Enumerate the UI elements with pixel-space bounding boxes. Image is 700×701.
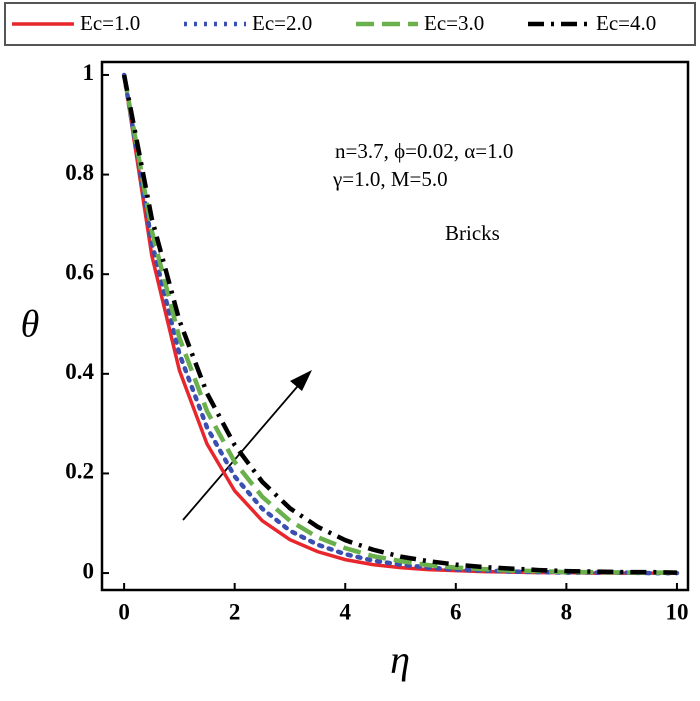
- arrow-head: [290, 370, 312, 391]
- legend-label: Ec=4.0: [596, 11, 656, 35]
- x-tick-label: 6: [450, 599, 462, 624]
- y-tick-label: 1: [83, 60, 95, 85]
- annotation: n=3.7, ϕ=0.02, α=1.0: [335, 139, 513, 163]
- annotation: γ=1.0, M=5.0: [332, 167, 448, 191]
- y-tick-label: 0.8: [65, 160, 94, 185]
- x-tick-label: 0: [118, 599, 130, 624]
- y-tick-label: 0.6: [65, 259, 94, 284]
- legend-label: Ec=2.0: [252, 11, 312, 35]
- legend-label: Ec=3.0: [424, 11, 484, 35]
- y-axis-label: θ: [21, 304, 40, 346]
- series-line: [121, 74, 677, 575]
- legend-box: [4, 2, 696, 46]
- arrow: [182, 379, 304, 521]
- x-tick-label: 2: [229, 599, 241, 624]
- series-line: [121, 74, 677, 575]
- y-tick-label: 0: [83, 558, 95, 583]
- x-tick-label: 4: [339, 599, 351, 624]
- x-tick-label: 8: [561, 599, 573, 624]
- y-tick-label: 0.4: [65, 359, 94, 384]
- y-tick-label: 0.2: [65, 459, 94, 484]
- legend-label: Ec=1.0: [80, 11, 140, 35]
- x-tick-label: 10: [665, 599, 688, 624]
- x-axis-label: η: [390, 637, 410, 682]
- plot-frame: [100, 60, 690, 592]
- annotation: Bricks: [445, 221, 500, 245]
